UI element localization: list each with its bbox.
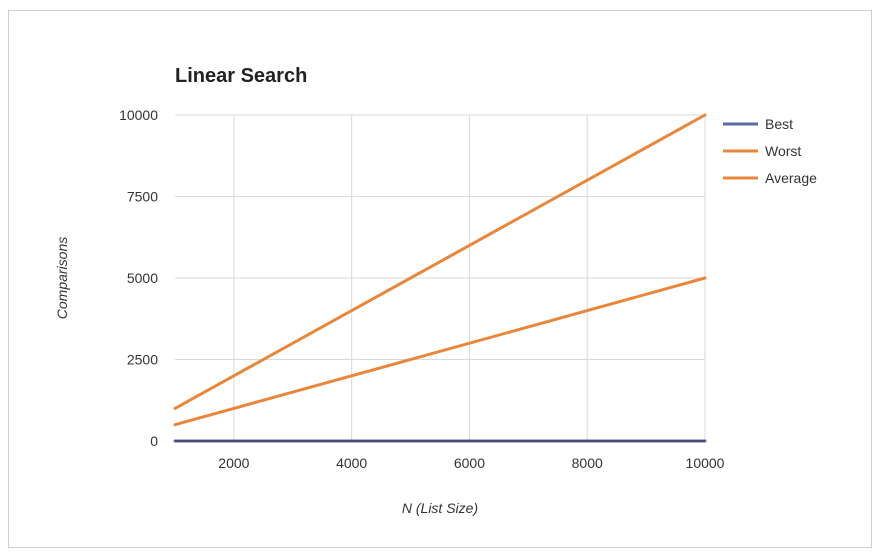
chart-frame[interactable] bbox=[8, 10, 872, 548]
legend-label-worst: Worst bbox=[765, 143, 801, 159]
y-tick-label: 0 bbox=[150, 433, 158, 449]
x-axis-ticks: 2000 4000 6000 8000 10000 bbox=[218, 455, 724, 471]
y-tick-label: 10000 bbox=[119, 107, 158, 123]
x-axis-label: N (List Size) bbox=[402, 500, 478, 516]
legend-label-best: Best bbox=[765, 116, 793, 132]
legend: Best Worst Average bbox=[723, 116, 817, 186]
series-line-average bbox=[173, 276, 707, 427]
x-tick-label: 4000 bbox=[336, 455, 367, 471]
grid-lines bbox=[175, 114, 706, 441]
x-tick-label: 8000 bbox=[572, 455, 603, 471]
y-axis-ticks: 0 2500 5000 7500 10000 bbox=[119, 107, 158, 449]
x-tick-label: 6000 bbox=[454, 455, 485, 471]
y-axis-label: Comparisons bbox=[54, 237, 70, 319]
y-tick-label: 5000 bbox=[127, 270, 158, 286]
y-tick-label: 2500 bbox=[127, 352, 158, 368]
series-line-worst bbox=[173, 113, 707, 410]
legend-label-average: Average bbox=[765, 170, 817, 186]
y-tick-label: 7500 bbox=[127, 189, 158, 205]
x-tick-label: 10000 bbox=[686, 455, 725, 471]
x-tick-label: 2000 bbox=[218, 455, 249, 471]
chart-title: Linear Search bbox=[175, 65, 307, 87]
